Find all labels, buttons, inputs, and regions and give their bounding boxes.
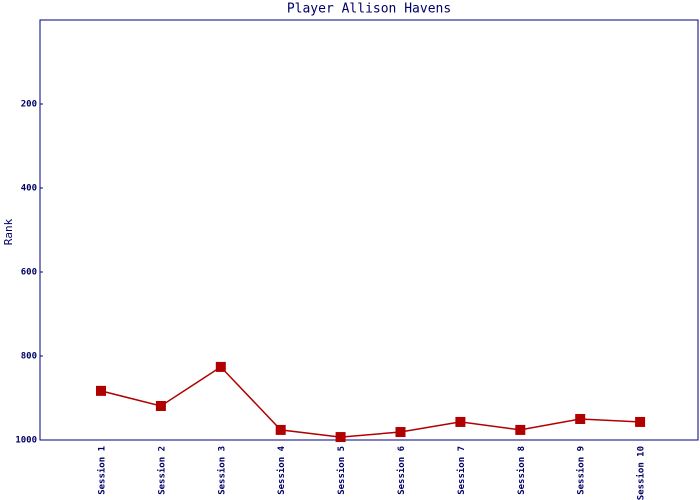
- x-tick-label: Session 3: [216, 446, 227, 495]
- x-tick-label: Session 8: [516, 446, 527, 495]
- marker: [515, 424, 526, 435]
- y-tick-label: 600: [21, 268, 37, 278]
- x-tick-label: Session 5: [336, 446, 347, 495]
- x-tick-label: Session 1: [97, 446, 108, 495]
- x-tick-label: Session 7: [456, 446, 467, 495]
- marker: [275, 424, 286, 435]
- plot-frame: [39, 19, 699, 441]
- marker: [395, 427, 406, 438]
- x-tick-label: Session 9: [576, 446, 587, 495]
- y-axis-label: Rank: [2, 218, 15, 245]
- marker: [155, 400, 166, 411]
- chart-title: Player Allison Havens: [287, 2, 451, 17]
- marker: [455, 416, 466, 427]
- y-tick-label: 400: [21, 184, 37, 194]
- marker: [575, 414, 586, 424]
- y-tick-label: 800: [21, 352, 37, 362]
- line: [100, 365, 641, 438]
- y-tick-label: 200: [21, 100, 37, 110]
- x-tick-label: Session 10: [636, 446, 647, 500]
- marker: [215, 361, 226, 372]
- x-tick-label: Session 2: [156, 446, 167, 495]
- x-tick-label: Session 4: [276, 445, 287, 494]
- marker: [635, 416, 646, 427]
- marker: [96, 385, 106, 396]
- x-tick-label: Session 6: [396, 446, 407, 495]
- marker: [335, 432, 346, 443]
- y-tick-label: 1000: [15, 436, 37, 446]
